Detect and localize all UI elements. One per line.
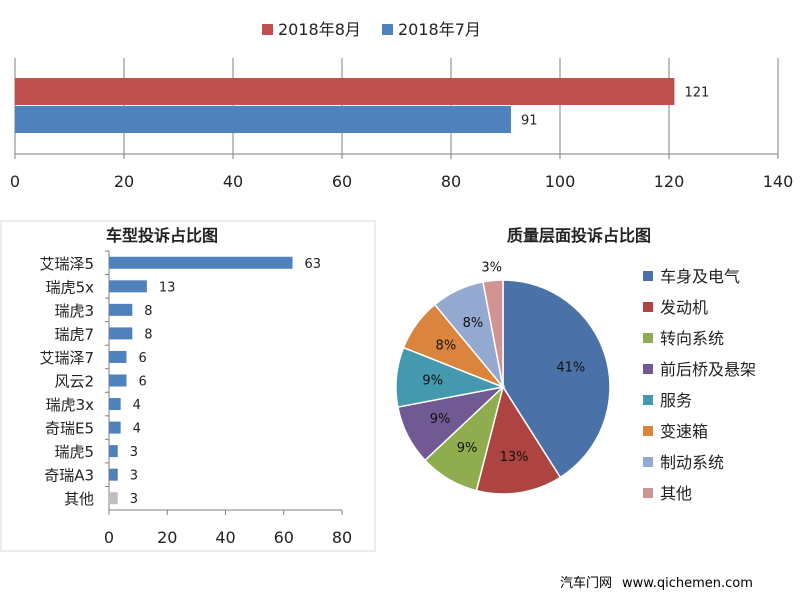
bar-6 (109, 398, 121, 411)
x-tick-label-2: 40 (223, 172, 243, 191)
bar-label-1: 13 (159, 280, 176, 295)
category-label-10: 其他 (64, 490, 94, 508)
legend-swatch-4 (643, 395, 653, 405)
pie-label-5: 8% (436, 338, 457, 353)
pie-label-0: 41% (556, 360, 585, 375)
category-label-5: 风云2 (54, 373, 94, 391)
legend-swatch-7 (643, 488, 653, 498)
legend-label-3: 前后桥及悬架 (660, 360, 756, 379)
legend-swatch-0 (643, 271, 653, 281)
pie-label-4: 9% (422, 373, 443, 388)
legend-label-5: 变速箱 (660, 422, 708, 441)
legend-swatch-2 (643, 333, 653, 343)
chart-title: 车型投诉占比图 (106, 226, 218, 245)
bar-10 (109, 492, 118, 505)
category-label-9: 奇瑞A3 (44, 467, 94, 485)
bar-label-3: 8 (144, 327, 152, 342)
top-comparison-chart: 2018年8月 2018年7月 0 20 40 60 80 100 120 140 121 91 (10, 20, 793, 191)
bar-1 (109, 280, 147, 293)
footer-site-name: 汽车门网 (560, 576, 613, 591)
legend-label-1: 2018年7月 (398, 20, 481, 39)
pie-label-6: 8% (463, 316, 484, 331)
category-label-4: 艾瑞泽7 (39, 349, 94, 367)
legend-label-0: 2018年8月 (278, 20, 361, 39)
bar-label-10: 3 (130, 492, 138, 507)
category-label-7: 奇瑞E5 (45, 420, 94, 438)
bar-1 (15, 106, 511, 133)
pie-slice-7 (482, 279, 504, 388)
bar-label-9: 3 (130, 469, 138, 484)
bar-3 (109, 327, 133, 340)
bar-7 (109, 421, 121, 434)
bar-label-6: 4 (133, 398, 141, 413)
legend-swatch-1 (382, 24, 393, 35)
x-tick-label-5: 100 (545, 172, 576, 191)
x-tick-label-1: 20 (114, 172, 134, 191)
bar-label-5: 6 (138, 375, 146, 390)
x-tick-label-0: 0 (10, 172, 20, 191)
category-label-0: 艾瑞泽5 (39, 255, 94, 273)
legend-swatch-0 (262, 24, 273, 35)
bar-9 (109, 468, 118, 481)
chart-frame (0, 220, 376, 552)
legend-label-2: 转向系统 (660, 329, 724, 348)
x-tick-label-3: 60 (332, 172, 352, 191)
legend-swatch-1 (643, 302, 653, 312)
x-tick-label-1: 20 (157, 528, 177, 547)
chart-title: 质量层面投诉占比图 (507, 226, 651, 245)
legend-swatch-5 (643, 426, 653, 436)
bar-label-2: 8 (144, 304, 152, 319)
bar-0 (109, 256, 293, 269)
footer: 汽车门网 www.qichemen.com (560, 572, 796, 591)
x-tick-label-4: 80 (441, 172, 461, 191)
bar-label-0: 63 (304, 257, 321, 272)
legend-label-1: 发动机 (660, 298, 708, 317)
legend-label-0: 车身及电气 (660, 267, 740, 286)
pie-slice-1 (475, 385, 562, 495)
category-label-8: 瑞虎5 (54, 443, 94, 461)
x-tick-label-0: 0 (104, 528, 114, 547)
x-tick-label-7: 140 (763, 172, 794, 191)
bar-label-8: 3 (130, 445, 138, 460)
bar-0 (15, 78, 675, 105)
category-label-2: 瑞虎3 (54, 302, 94, 320)
bar-4 (109, 350, 127, 363)
x-tick-label-3: 60 (274, 528, 294, 547)
bar-label-0: 121 (684, 86, 709, 101)
legend-label-6: 制动系统 (660, 453, 724, 472)
pie-label-2: 9% (457, 441, 478, 456)
x-tick-label-4: 80 (332, 528, 352, 547)
category-label-3: 瑞虎7 (54, 325, 94, 343)
bar-label-4: 6 (138, 351, 146, 366)
quality-complaint-pie-chart: 质量层面投诉占比图 41% 13% 9% 9% 9% 8% 8% 3% 车身及电气发动机转向系统前… (395, 226, 756, 503)
pie-label-1: 13% (500, 450, 529, 465)
category-label-1: 瑞虎5x (46, 278, 95, 296)
x-tick-label-2: 40 (215, 528, 235, 547)
footer-url: www.qichemen.com (622, 576, 753, 591)
legend-label-7: 其他 (660, 484, 692, 503)
pie-label-3: 9% (430, 412, 451, 427)
bar-label-1: 91 (521, 114, 538, 129)
legend-swatch-6 (643, 457, 653, 467)
bar-5 (109, 374, 127, 387)
bar-8 (109, 445, 118, 458)
pie-label-7: 3% (481, 261, 502, 276)
category-label-6: 瑞虎3x (46, 396, 95, 414)
legend-swatch-3 (643, 364, 653, 374)
bar-2 (109, 303, 133, 316)
bar-label-7: 4 (133, 422, 141, 437)
legend-label-4: 服务 (660, 391, 692, 410)
x-tick-label-6: 120 (654, 172, 685, 191)
